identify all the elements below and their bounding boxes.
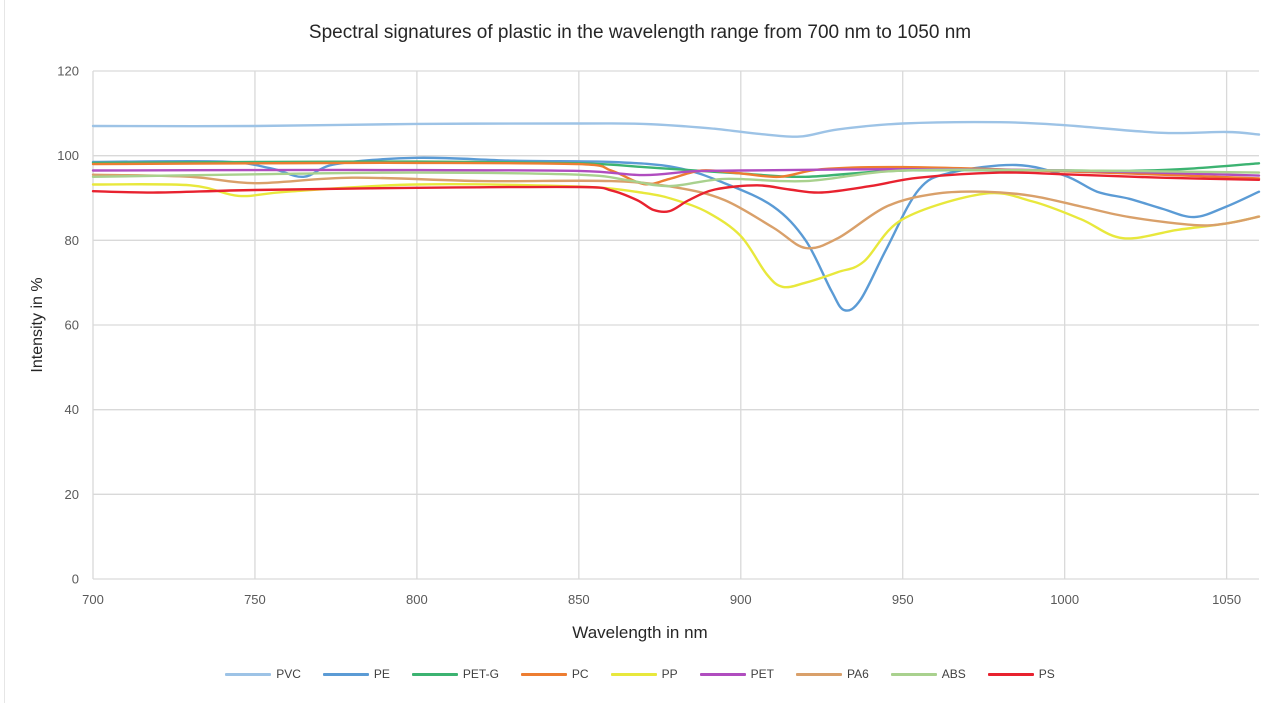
y-tick-label: 0 (72, 572, 79, 587)
legend-item-pp[interactable]: PP (610, 667, 678, 681)
x-axis-label: Wavelength in nm (572, 623, 708, 642)
legend-item-pe[interactable]: PE (322, 667, 390, 681)
legend-swatch (225, 672, 272, 676)
y-tick-label: 60 (65, 318, 79, 333)
legend-item-pa6[interactable]: PA6 (795, 667, 869, 681)
series-line-pp (91, 183, 1261, 289)
legend-item-abs[interactable]: ABS (890, 667, 966, 681)
legend-label: PE (373, 667, 390, 681)
chart-title: Spectral signatures of plastic in the wa… (308, 22, 972, 43)
series-line-pa6 (91, 173, 1261, 250)
y-tick-label: 40 (65, 402, 79, 417)
x-tick-label: 750 (244, 592, 266, 607)
x-tick-label: 1000 (1050, 592, 1079, 607)
legend-item-ps[interactable]: PS (987, 667, 1055, 681)
y-tick-label: 80 (65, 233, 79, 248)
y-tick-label: 20 (65, 487, 79, 502)
legend-swatch (520, 672, 567, 676)
legend-label: ABS (941, 667, 966, 681)
y-tick-label: 120 (57, 64, 79, 79)
legend-item-pc[interactable]: PC (520, 667, 589, 681)
x-tick-label: 950 (892, 592, 914, 607)
legend-swatch (890, 672, 937, 676)
legend-label: PVC (276, 667, 301, 681)
legend-label: PP (661, 667, 678, 681)
legend-item-pvc[interactable]: PVC (225, 667, 301, 681)
x-tick-label: 900 (730, 592, 752, 607)
figure-left-border (4, 0, 5, 703)
legend-label: PA6 (846, 667, 869, 681)
x-tick-label: 700 (82, 592, 104, 607)
legend-swatch (795, 672, 842, 676)
series-line-pvc (91, 120, 1261, 138)
legend-label: PET-G (462, 667, 499, 681)
series-lines (91, 120, 1261, 312)
x-tick-label: 850 (568, 592, 590, 607)
x-tick-label: 1050 (1212, 592, 1241, 607)
legend-swatch (411, 672, 458, 676)
series-line-pe (91, 156, 1261, 312)
y-tick-label: 100 (57, 148, 79, 163)
legend-swatch (699, 672, 746, 676)
series-line-ps (91, 171, 1261, 214)
gridlines (92, 70, 1259, 580)
x-tick-label: 800 (406, 592, 428, 607)
legend: PVC PE PET-G PC PP PET PA6 ABS PS (0, 667, 1280, 681)
series-line-abs (91, 168, 1261, 188)
legend-label: PC (571, 667, 589, 681)
legend-label: PET (750, 667, 774, 681)
legend-swatch (322, 672, 369, 676)
legend-swatch (610, 672, 657, 676)
legend-label: PS (1038, 667, 1055, 681)
tick-labels: 0 20 40 60 80 100 120 700 750 800 850 900 950 1000 105… (57, 64, 1241, 608)
legend-item-pet-g[interactable]: PET-G (411, 667, 499, 681)
legend-swatch (987, 672, 1034, 676)
legend-item-pet[interactable]: PET (699, 667, 774, 681)
